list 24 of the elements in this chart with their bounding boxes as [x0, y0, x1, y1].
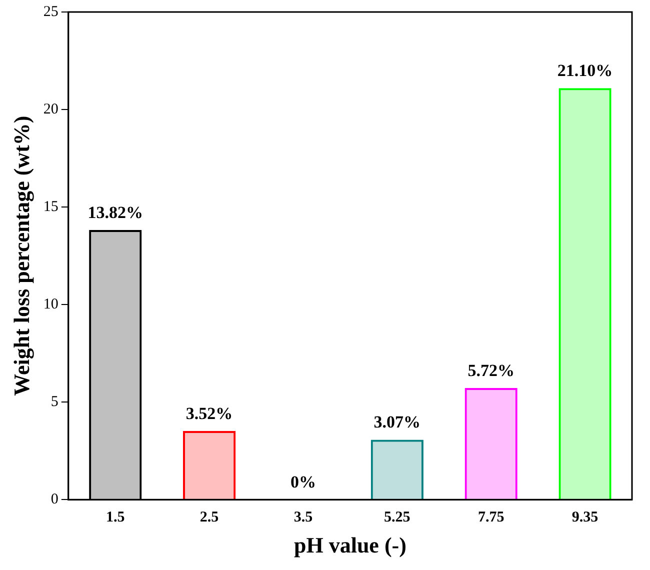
y-tick-label: 25: [43, 4, 58, 20]
y-axis-title: Weight loss percentage (wt%): [8, 116, 34, 396]
x-tick-label: 5.25: [384, 509, 410, 526]
bar: [464, 388, 518, 500]
x-tick-label: 2.5: [200, 509, 219, 526]
x-tick-label: 1.5: [106, 509, 125, 526]
data-label: 21.10%: [557, 60, 613, 80]
y-tick-label: 20: [43, 101, 58, 118]
data-label: 0%: [290, 472, 316, 492]
bar: [183, 430, 236, 500]
x-tick-label: 7.75: [478, 509, 504, 526]
y-tick-label: 15: [43, 198, 58, 215]
y-tick-label: 0: [50, 492, 58, 508]
x-axis-title: pH value (-): [294, 532, 406, 558]
data-label: 13.82%: [88, 202, 143, 222]
data-label: 3.07%: [374, 412, 421, 432]
bar: [558, 88, 612, 500]
x-tick-label: 9.35: [572, 509, 598, 526]
y-tick-label: 5: [50, 394, 58, 410]
data-label: 3.52%: [186, 404, 233, 423]
y-tick-label: 10: [43, 296, 58, 312]
bar: [370, 440, 424, 500]
data-label: 5.72%: [468, 360, 514, 380]
x-tick-label: 3.5: [294, 509, 313, 526]
